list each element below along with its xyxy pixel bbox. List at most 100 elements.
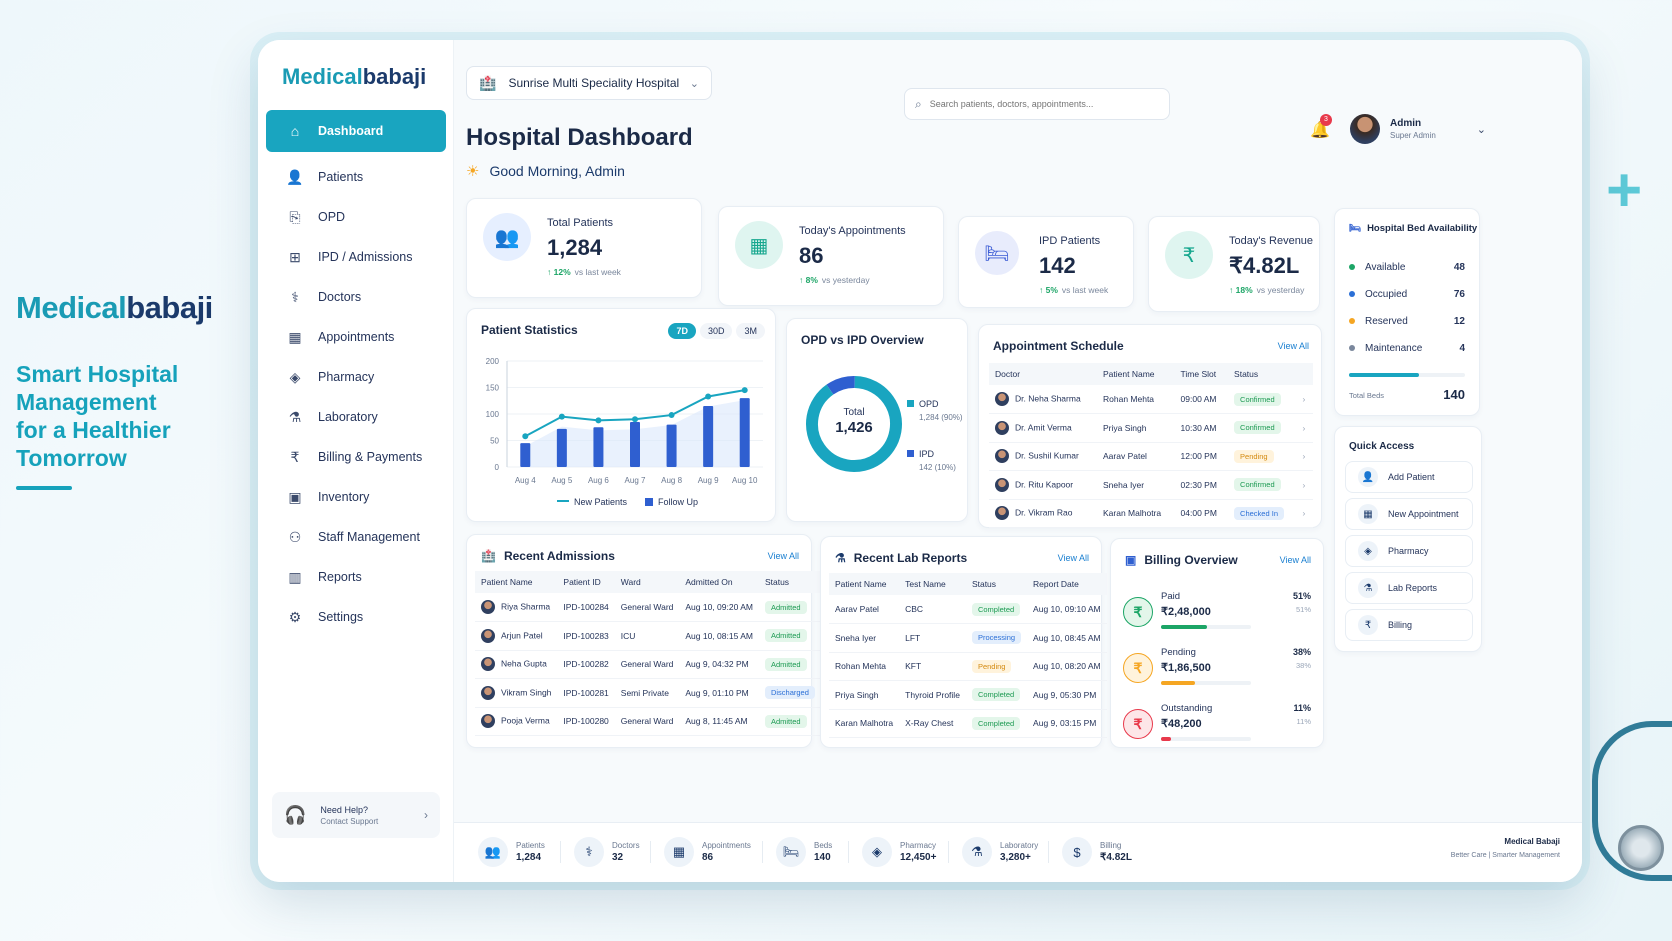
doctor-cell: Dr. Sushil Kumar bbox=[989, 442, 1097, 471]
flask-icon: ⚗ bbox=[288, 408, 302, 425]
sidebar-item-dashboard[interactable]: ⌂ Dashboard bbox=[266, 110, 446, 152]
report-date-cell: Aug 10, 09:10 AM bbox=[1027, 595, 1107, 624]
sidebar-item-billing-payments[interactable]: ₹ Billing & Payments bbox=[266, 436, 446, 478]
chevron-right-icon[interactable]: › bbox=[1296, 499, 1313, 528]
opd-ipd-card: OPD vs IPD Overview Total 1,426 OPD 1,28… bbox=[786, 318, 968, 522]
point-new-patients bbox=[522, 433, 529, 440]
bar-follow-up bbox=[739, 398, 750, 467]
sidebar-item-ipd-admissions[interactable]: ⊞ IPD / Admissions bbox=[266, 236, 446, 278]
admin-menu[interactable]: Admin Super Admin ⌄ bbox=[1350, 108, 1486, 150]
table-row[interactable]: Riya Sharma IPD-100284 General Ward Aug … bbox=[475, 593, 821, 622]
table-row[interactable]: Dr. Amit Verma Priya Singh 10:30 AM Conf… bbox=[989, 413, 1313, 443]
footer-stat-appointments[interactable]: ▦ Appointments 86 bbox=[664, 837, 751, 867]
column-header: Test Name bbox=[899, 573, 966, 595]
sidebar-item-staff-management[interactable]: ⚇ Staff Management bbox=[266, 516, 446, 558]
table-row[interactable]: Karan Malhotra X-Ray Chest Completed Aug… bbox=[829, 709, 1107, 738]
table-row[interactable]: Vikram Singh IPD-100281 Semi Private Aug… bbox=[475, 678, 821, 708]
sidebar-item-reports[interactable]: ▥ Reports bbox=[266, 556, 446, 598]
chevron-right-icon[interactable]: › bbox=[1296, 442, 1313, 471]
sidebar-item-doctors[interactable]: ⚕ Doctors bbox=[266, 276, 446, 318]
footer-stat-patients[interactable]: 👥 Patients 1,284 bbox=[478, 837, 545, 867]
patient-id-cell: IPD-100284 bbox=[557, 593, 615, 622]
stat-card[interactable]: ₹ Today's Revenue ₹4.82L ↑ 18% vs yesterd… bbox=[1148, 216, 1320, 312]
test-name-cell: X-Ray Chest bbox=[899, 709, 966, 738]
y-tick-label: 50 bbox=[490, 437, 499, 446]
admissions-table: Patient Name Patient ID Ward Admitted On Sta… bbox=[475, 571, 821, 736]
footer-stat-pharmacy[interactable]: ◈ Pharmacy 12,450+ bbox=[862, 837, 936, 867]
sidebar-item-opd[interactable]: ⎘ OPD bbox=[266, 196, 446, 238]
table-row[interactable]: Arjun Patel IPD-100283 ICU Aug 10, 08:15… bbox=[475, 621, 821, 651]
chevron-right-icon[interactable]: › bbox=[1296, 470, 1313, 500]
view-all-link[interactable]: View All bbox=[1057, 553, 1089, 563]
patient-id-cell: IPD-100280 bbox=[557, 707, 615, 736]
bed-occupancy-fill bbox=[1349, 373, 1419, 377]
stat-card[interactable]: ▦ Today's Appointments 86 ↑ 8% vs yesterd… bbox=[718, 206, 944, 306]
avatar bbox=[481, 628, 495, 643]
table-row[interactable]: Dr. Neha Sharma Rohan Mehta 09:00 AM Con… bbox=[989, 385, 1313, 414]
test-name-cell: Thyroid Profile bbox=[899, 680, 966, 710]
card-title: Patient Statistics bbox=[481, 323, 578, 337]
table-row[interactable]: Priya Singh Thyroid Profile Completed Au… bbox=[829, 680, 1107, 710]
doctor-icon: ⚕ bbox=[291, 288, 299, 305]
sidebar-item-settings[interactable]: ⚙ Settings bbox=[266, 596, 446, 638]
view-all-link[interactable]: View All bbox=[767, 551, 799, 561]
patient-statistics-card: Patient Statistics 7D 30D 3M 0 50 100 150 20… bbox=[466, 308, 776, 522]
help-subtitle: Contact Support bbox=[320, 816, 379, 826]
footer-stat-doctors[interactable]: ⚕ Doctors 32 bbox=[574, 837, 640, 867]
report-date-cell: Aug 9, 05:30 PM bbox=[1027, 680, 1107, 710]
patient-cell: Aarav Patel bbox=[1097, 442, 1175, 471]
search-input[interactable] bbox=[929, 99, 1150, 109]
quick-access-add-patient[interactable]: 👤 Add Patient bbox=[1345, 461, 1473, 493]
time-cell: 04:00 PM bbox=[1174, 499, 1229, 528]
table-row[interactable]: Neha Gupta IPD-100282 General Ward Aug 9… bbox=[475, 650, 821, 679]
sidebar-item-label: Settings bbox=[318, 610, 364, 624]
table-row[interactable]: Dr. Vikram Rao Karan Malhotra 04:00 PM C… bbox=[989, 499, 1313, 528]
table-row[interactable]: Sneha Iyer LFT Processing Aug 10, 08:45 … bbox=[829, 623, 1107, 653]
search-bar[interactable]: ⌕ bbox=[904, 88, 1170, 120]
sidebar-item-laboratory[interactable]: ⚗ Laboratory bbox=[266, 396, 446, 438]
hospital-name: Sunrise Multi Speciality Hospital bbox=[508, 76, 680, 90]
footer-stat-laboratory[interactable]: ⚗ Laboratory 3,280+ bbox=[962, 837, 1038, 867]
view-all-link[interactable]: View All bbox=[1277, 341, 1309, 351]
stat-label: IPD Patients bbox=[1039, 235, 1101, 247]
sidebar-item-label: Appointments bbox=[318, 330, 395, 344]
help-card[interactable]: 🎧 Need Help? Contact Support › bbox=[272, 792, 440, 838]
status-cell: Pending bbox=[965, 652, 1028, 681]
quick-access-pharmacy[interactable]: ◈ Pharmacy bbox=[1345, 535, 1473, 567]
sidebar-item-inventory[interactable]: ▣ Inventory bbox=[266, 476, 446, 518]
sidebar-item-patients[interactable]: 👤 Patients bbox=[266, 156, 446, 198]
bed-icon: 🛏 bbox=[776, 837, 806, 867]
status-cell: Checked In bbox=[1228, 499, 1297, 528]
bar-follow-up bbox=[520, 443, 531, 467]
tab-3m[interactable]: 3M bbox=[736, 323, 765, 339]
bell-icon[interactable]: 🔔 bbox=[1310, 122, 1330, 139]
sidebar-item-pharmacy[interactable]: ◈ Pharmacy bbox=[266, 356, 446, 398]
stat-card[interactable]: 🛏 IPD Patients 142 ↑ 5% vs last week bbox=[958, 216, 1134, 308]
status-cell: Completed bbox=[965, 709, 1028, 738]
footer-stat-billing[interactable]: $ Billing ₹4.82L bbox=[1062, 837, 1132, 867]
table-row[interactable]: Dr. Ritu Kapoor Sneha Iyer 02:30 PM Conf… bbox=[989, 470, 1313, 500]
quick-access-lab-reports[interactable]: ⚗ Lab Reports bbox=[1345, 572, 1473, 604]
chevron-right-icon[interactable]: › bbox=[1296, 413, 1313, 443]
chevron-right-icon[interactable]: › bbox=[1296, 385, 1313, 414]
table-row[interactable]: Pooja Verma IPD-100280 General Ward Aug … bbox=[475, 707, 821, 736]
quick-access-billing[interactable]: ₹ Billing bbox=[1345, 609, 1473, 641]
flask-icon: ⚗ bbox=[962, 837, 992, 867]
quick-access-new-appointment[interactable]: ▦ New Appointment bbox=[1345, 498, 1473, 530]
bar-follow-up bbox=[556, 428, 567, 467]
tab-30d[interactable]: 30D bbox=[699, 323, 733, 339]
table-row[interactable]: Dr. Sushil Kumar Aarav Patel 12:00 PM Pe… bbox=[989, 442, 1313, 471]
divider bbox=[560, 841, 561, 863]
hospital-selector[interactable]: 🏥 Sunrise Multi Speciality Hospital ⌄ bbox=[466, 66, 712, 100]
table-row[interactable]: Aarav Patel CBC Completed Aug 10, 09:10 … bbox=[829, 595, 1107, 624]
tab-7d[interactable]: 7D bbox=[668, 323, 696, 339]
view-all-link[interactable]: View All bbox=[1279, 555, 1311, 565]
table-row[interactable]: Rohan Mehta KFT Pending Aug 10, 08:20 AM bbox=[829, 652, 1107, 681]
footer-stat-beds[interactable]: 🛏 Beds 140 bbox=[776, 837, 832, 867]
app-logo[interactable]: Medicalbabaji bbox=[282, 64, 427, 89]
sidebar-item-appointments[interactable]: ▦ Appointments bbox=[266, 316, 446, 358]
sidebar-item-label: Pharmacy bbox=[318, 370, 375, 384]
status-badge: Completed bbox=[971, 716, 1021, 730]
stat-card[interactable]: 👥 Total Patients 1,284 ↑ 12% vs last week bbox=[466, 198, 702, 298]
column-header: Status bbox=[1228, 363, 1297, 385]
